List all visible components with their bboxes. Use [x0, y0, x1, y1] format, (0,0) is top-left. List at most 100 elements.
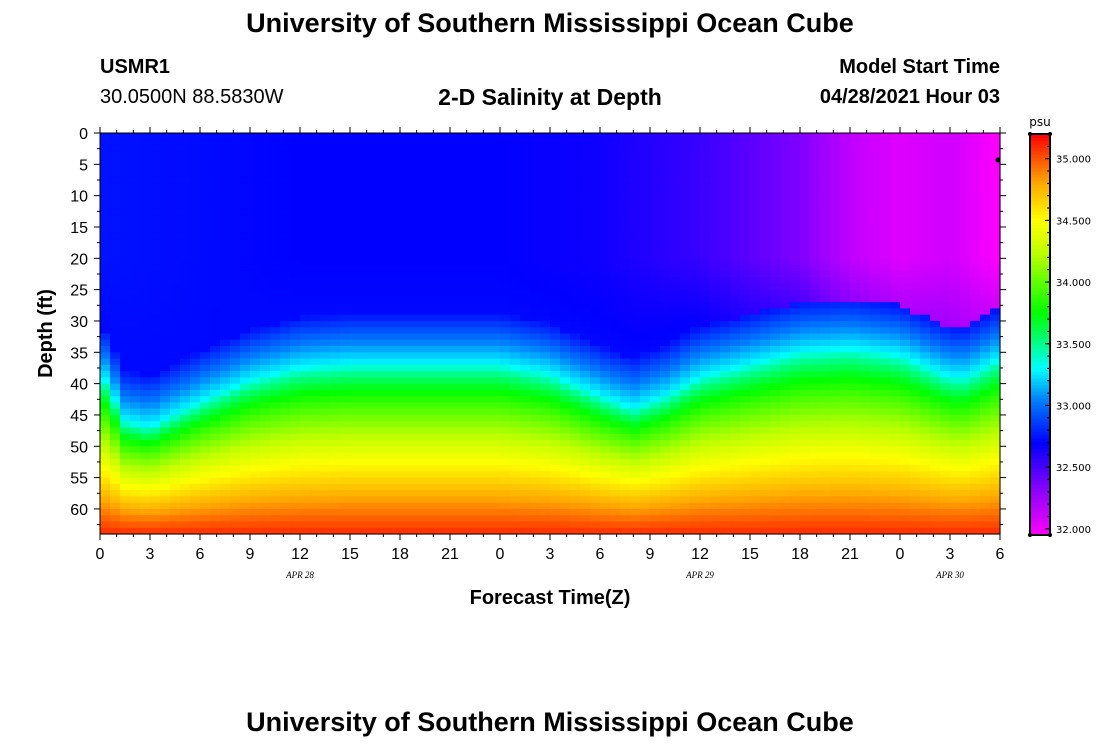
heatmap-cell	[360, 364, 371, 372]
heatmap-cell	[850, 440, 861, 447]
heatmap-cell	[700, 352, 711, 360]
heatmap-cell	[210, 314, 221, 322]
heatmap-cell	[470, 402, 481, 410]
heatmap-cell	[670, 371, 681, 378]
heatmap-cell	[770, 346, 781, 353]
heatmap-cell	[810, 252, 821, 259]
heatmap-cell	[760, 458, 771, 466]
heatmap-cell	[450, 465, 461, 472]
heatmap-cell	[820, 483, 831, 491]
heatmap-cell	[410, 508, 421, 516]
heatmap-cell	[200, 496, 211, 504]
heatmap-cell	[630, 402, 641, 410]
heatmap-cell	[730, 389, 741, 397]
heatmap-cell	[590, 440, 601, 447]
heatmap-cell	[830, 496, 841, 504]
heatmap-cell	[860, 295, 871, 303]
heatmap-cell	[790, 195, 801, 203]
heatmap-cell	[510, 427, 521, 435]
heatmap-cell	[370, 352, 381, 360]
heatmap-cell	[820, 377, 831, 385]
heatmap-cell	[560, 333, 571, 341]
heatmap-cell	[210, 270, 221, 278]
heatmap-cell	[860, 402, 871, 410]
heatmap-cell	[720, 352, 731, 360]
heatmap-cell	[460, 440, 471, 447]
heatmap-cell	[690, 327, 701, 335]
heatmap-cell	[410, 283, 421, 291]
heatmap-cell	[590, 201, 601, 209]
heatmap-cell	[150, 408, 161, 416]
heatmap-cell	[530, 408, 541, 416]
heatmap-cell	[800, 396, 811, 404]
heatmap-cell	[120, 264, 131, 272]
heatmap-cell	[700, 145, 711, 153]
heatmap-cell	[700, 515, 711, 523]
heatmap-cell	[270, 289, 281, 297]
heatmap-cell	[810, 515, 821, 523]
heatmap-cell	[800, 220, 811, 228]
heatmap-cell	[720, 502, 731, 510]
heatmap-cell	[150, 364, 161, 372]
heatmap-cell	[610, 446, 621, 454]
heatmap-cell	[280, 170, 291, 178]
heatmap-cell	[220, 452, 231, 460]
heatmap-cell	[630, 283, 641, 291]
heatmap-cell	[340, 220, 351, 228]
heatmap-cell	[420, 527, 431, 535]
heatmap-cell	[420, 427, 431, 435]
heatmap-cell	[590, 239, 601, 247]
heatmap-cell	[870, 183, 881, 190]
heatmap-cell	[260, 421, 271, 429]
heatmap-cell	[870, 452, 881, 460]
heatmap-cell	[710, 333, 721, 341]
heatmap-cell	[770, 176, 781, 184]
heatmap-cell	[670, 233, 681, 241]
heatmap-cell	[840, 295, 851, 303]
heatmap-cell	[800, 327, 811, 335]
heatmap-cell	[680, 446, 691, 454]
heatmap-cell	[730, 490, 741, 498]
heatmap-cell	[740, 302, 751, 310]
heatmap-cell	[610, 483, 621, 491]
heatmap-cell	[770, 396, 781, 404]
heatmap-cell	[640, 302, 651, 310]
heatmap-cell	[530, 402, 541, 410]
heatmap-cell	[370, 414, 381, 422]
heatmap-cell	[810, 226, 821, 234]
heatmap-cell	[330, 483, 341, 491]
heatmap-cell	[420, 239, 431, 247]
heatmap-cell	[640, 440, 651, 447]
heatmap-cell	[340, 195, 351, 203]
heatmap-cell	[370, 214, 381, 222]
heatmap-cell	[430, 145, 441, 153]
heatmap-cell	[180, 258, 191, 266]
heatmap-cell	[290, 277, 301, 284]
heatmap-cell	[320, 477, 331, 485]
heatmap-cell	[620, 421, 631, 429]
heatmap-cell	[730, 277, 741, 284]
heatmap-cell	[560, 133, 571, 140]
heatmap-cell	[610, 258, 621, 266]
heatmap-cell	[810, 195, 821, 203]
heatmap-cell	[710, 308, 721, 316]
heatmap-cell	[720, 139, 731, 147]
heatmap-cell	[540, 383, 551, 391]
heatmap-cell	[540, 302, 551, 310]
heatmap-cell	[170, 214, 181, 222]
heatmap-cell	[750, 527, 761, 535]
heatmap-cell	[150, 151, 161, 159]
heatmap-cell	[300, 427, 311, 435]
heatmap-cell	[270, 421, 281, 429]
heatmap-cell	[420, 226, 431, 234]
heatmap-cell	[590, 145, 601, 153]
heatmap-cell	[790, 226, 801, 234]
heatmap-cell	[200, 433, 211, 441]
heatmap-cell	[380, 521, 391, 529]
heatmap-cell	[700, 396, 711, 404]
heatmap-cell	[540, 408, 551, 416]
heatmap-cell	[300, 245, 311, 253]
heatmap-cell	[380, 189, 391, 197]
heatmap-cell	[360, 264, 371, 272]
heatmap-cell	[430, 214, 441, 222]
